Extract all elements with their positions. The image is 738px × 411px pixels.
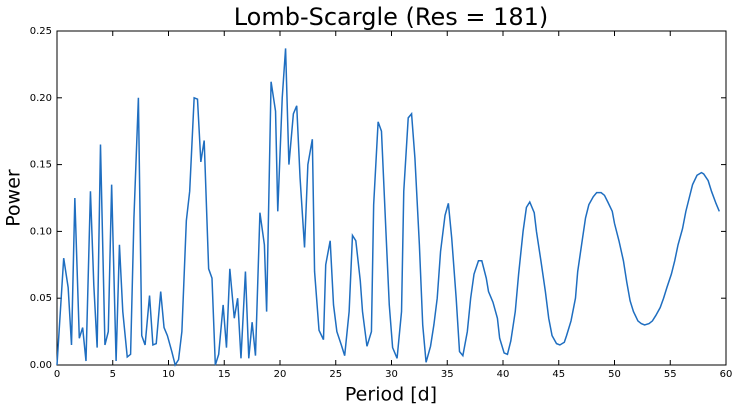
x-tick-label: 50 [608,369,621,380]
x-tick-label: 0 [54,369,60,380]
x-tick-label: 25 [329,369,342,380]
x-tick-label: 15 [218,369,231,380]
data-line [56,48,721,367]
x-axis-label: Period [d] [345,384,437,406]
x-tick-label: 60 [720,369,733,380]
y-tick-label: 0.15 [30,160,52,171]
y-tick-label: 0.00 [30,360,52,371]
x-tick-label: 5 [110,369,116,380]
y-tick-label: 0.05 [30,293,52,304]
chart-title: Lomb-Scargle (Res = 181) [234,3,549,31]
x-tick-label: 20 [274,369,287,380]
y-tick-label: 0.10 [30,226,52,237]
x-tick-label: 45 [552,369,565,380]
x-tick-label: 40 [497,369,510,380]
x-tick-label: 35 [441,369,454,380]
x-tick-label: 10 [162,369,175,380]
x-tick-label: 30 [385,369,398,380]
y-axis-label: Power [3,169,25,227]
plot-frame [56,30,727,366]
x-tick-label: 55 [664,369,677,380]
y-tick-label: 0.20 [30,93,52,104]
y-tick-label: 0.25 [30,26,52,37]
